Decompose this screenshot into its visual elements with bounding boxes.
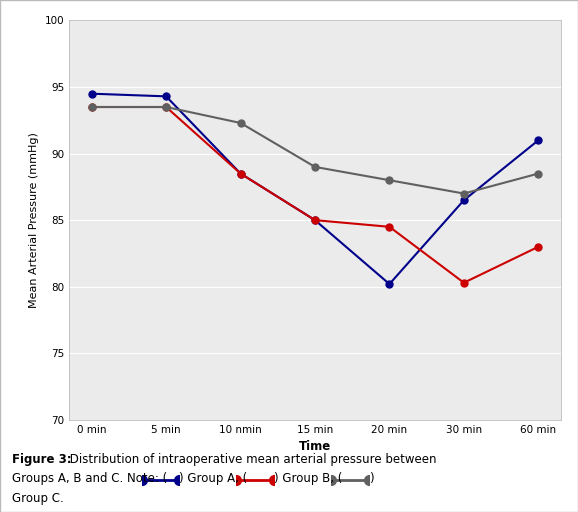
Text: Groups A, B and C. Note: (: Groups A, B and C. Note: ( xyxy=(12,472,167,485)
X-axis label: Time: Time xyxy=(299,440,331,453)
Text: ) Group A, (: ) Group A, ( xyxy=(179,472,247,485)
Y-axis label: Mean Arterial Pressure (mmHg): Mean Arterial Pressure (mmHg) xyxy=(29,132,39,308)
Text: Group C.: Group C. xyxy=(12,492,64,504)
Text: ): ) xyxy=(369,472,373,485)
Text: Distribution of intraoperative mean arterial pressure between: Distribution of intraoperative mean arte… xyxy=(66,453,437,466)
Text: Figure 3:: Figure 3: xyxy=(12,453,71,466)
Text: ) Group B, (: ) Group B, ( xyxy=(274,472,342,485)
